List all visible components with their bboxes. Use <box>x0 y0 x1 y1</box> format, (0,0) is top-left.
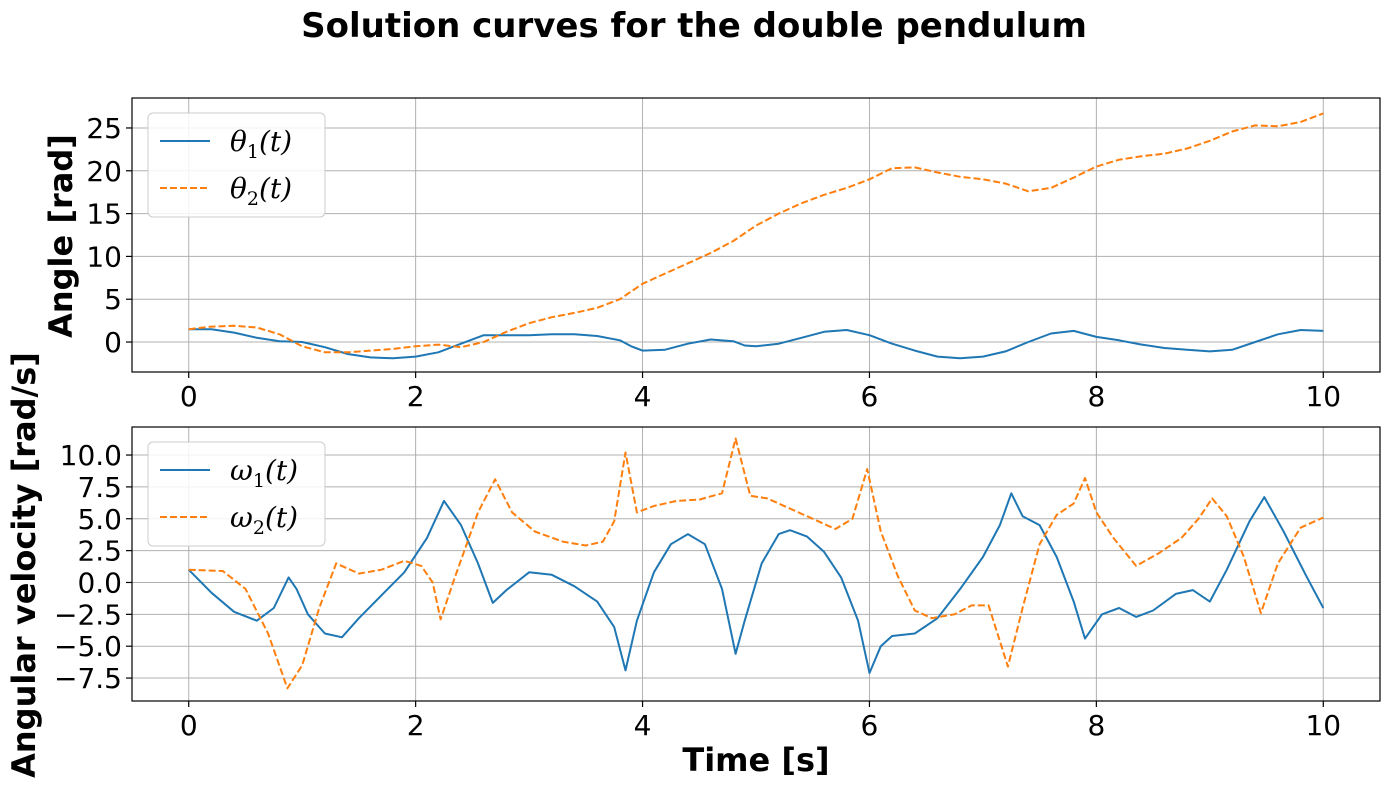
time-x-axis-label: Time [s] <box>682 741 829 779</box>
angular-velocity-y-tick-label: 2.5 <box>77 535 122 568</box>
angular-velocity-series-2-line <box>188 437 1324 690</box>
angular-velocity-series-1-line <box>187 492 1325 674</box>
angular-velocity-x-tick-label: 8 <box>1087 709 1105 742</box>
angle-series-1-line <box>188 328 1324 360</box>
angle-legend-label-1: θ1(t) <box>230 125 292 163</box>
angle-y-tick-label: 0 <box>104 326 122 359</box>
angular-velocity-axes-frame <box>131 426 1381 702</box>
angle-y-tick-label: 20 <box>86 155 122 188</box>
angle-y-axis-label: Angle [rad] <box>42 134 80 338</box>
angular-velocity-y-tick-label: 7.5 <box>77 471 122 504</box>
angular-velocity-legend-label-1: ω1(t) <box>230 454 298 492</box>
angle-x-tick-label: 6 <box>861 380 879 413</box>
angular-velocity-legend <box>147 441 326 547</box>
angle-y-tick-label: 5 <box>104 283 122 316</box>
angular-velocity-legend-label-2: ω2(t) <box>230 501 298 539</box>
angle-legend-label-2: θ2(t) <box>230 172 292 210</box>
angle-y-tick-label: 25 <box>86 112 122 145</box>
angular-velocity-y-tick-label: −5.0 <box>54 630 122 663</box>
angle-x-tick-label: 8 <box>1087 380 1105 413</box>
angle-y-tick-label: 10 <box>86 240 122 273</box>
angular-velocity-y-tick-label: 10.0 <box>60 439 122 472</box>
angle-x-tick-label: 0 <box>180 380 198 413</box>
angular-velocity-subplot: 0 2 4 6 8 10 −7.5−5.0−2.50.02.55.07.510.0 ω1(t)… <box>54 426 1381 742</box>
angular-velocity-x-tick-label: 4 <box>634 709 652 742</box>
angular-velocity-x-tick-label: 6 <box>861 709 879 742</box>
angle-subplot: 0 2 4 6 8 10 0 5 10 15 20 25 θ1(t) θ2(t) <box>86 97 1381 413</box>
angular-velocity-y-tick-label: 0.0 <box>77 566 122 599</box>
figure-title: Solution curves for the double pendulum <box>301 6 1087 46</box>
angular-velocity-x-tick-label: 0 <box>180 709 198 742</box>
angular-velocity-x-tick-label: 2 <box>407 709 425 742</box>
angle-legend <box>147 112 326 218</box>
angle-series-2-line <box>188 112 1324 354</box>
angle-x-tick-label: 4 <box>634 380 652 413</box>
angle-y-tick-label: 15 <box>86 198 122 231</box>
angle-x-tick-label: 2 <box>407 380 425 413</box>
angular-velocity-y-tick-label: 5.0 <box>77 503 122 536</box>
angular-velocity-y-tick-label: −2.5 <box>54 598 122 631</box>
angle-x-tick-label: 10 <box>1305 380 1341 413</box>
angular-velocity-y-tick-label: −7.5 <box>54 662 122 695</box>
angular-velocity-y-axis-label: Angular velocity [rad/s] <box>5 352 43 778</box>
angular-velocity-x-tick-label: 10 <box>1305 709 1341 742</box>
angle-axes-frame <box>131 97 1381 373</box>
